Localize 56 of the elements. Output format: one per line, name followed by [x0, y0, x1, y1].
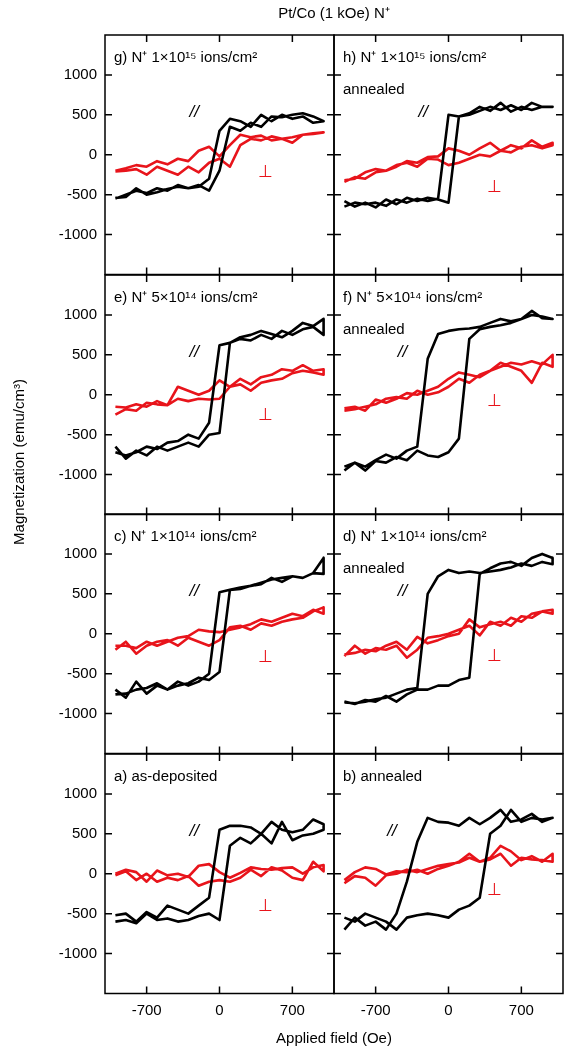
- y-tick-label: 1000: [63, 304, 97, 322]
- y-tick-label: 0: [88, 144, 97, 162]
- annotation: annealed: [343, 319, 405, 337]
- series-label: //: [188, 341, 202, 361]
- y-tick-label: 0: [88, 623, 97, 641]
- series-label: //: [417, 101, 431, 121]
- annotation: h) N⁺ 1×10¹⁵ ions/cm²: [343, 48, 487, 66]
- series-label: ⊥: [486, 390, 502, 410]
- annotation: a) as-deposited: [114, 766, 218, 784]
- series-label: ⊥: [257, 647, 273, 667]
- series-label: //: [188, 101, 202, 121]
- series-label: ⊥: [486, 646, 502, 666]
- annotation: annealed: [343, 559, 405, 577]
- annotation: annealed: [343, 80, 405, 98]
- x-tick-label: -700: [131, 1000, 162, 1018]
- annotation: f) N⁺ 5×10¹⁴ ions/cm²: [343, 287, 483, 305]
- y-tick-label: 500: [71, 344, 97, 362]
- y-tick-label: -500: [67, 663, 97, 681]
- y-tick-label: -1000: [58, 224, 97, 242]
- annotation: e) N⁺ 5×10¹⁴ ions/cm²: [114, 287, 258, 305]
- y-tick-label: -1000: [58, 464, 97, 482]
- x-tick-label: -700: [360, 1000, 391, 1018]
- series-label: ⊥: [486, 879, 502, 899]
- series-label: //: [396, 341, 410, 361]
- series-label: //: [386, 820, 400, 840]
- y-tick-label: -500: [67, 424, 97, 442]
- x-tick-label: 700: [508, 1000, 534, 1018]
- y-tick-label: 0: [88, 863, 97, 881]
- series-label: ⊥: [257, 895, 273, 915]
- annotation: c) N⁺ 1×10¹⁴ ions/cm²: [114, 527, 257, 545]
- y-tick-label: 0: [88, 384, 97, 402]
- annotation: b) annealed: [343, 766, 423, 784]
- y-tick-label: -1000: [58, 943, 97, 961]
- annotation: d) N⁺ 1×10¹⁴ ions/cm²: [343, 527, 487, 545]
- series-label: //: [188, 820, 202, 840]
- y-tick-label: 500: [71, 104, 97, 122]
- y-tick-label: 500: [71, 823, 97, 841]
- chart-title: Pt/Co (1 kOe) N⁺: [277, 3, 391, 22]
- x-tick-label: 0: [215, 1000, 224, 1018]
- y-tick-label: 500: [71, 583, 97, 601]
- y-tick-label: -500: [67, 903, 97, 921]
- series-label: ⊥: [257, 161, 273, 181]
- y-tick-label: -500: [67, 184, 97, 202]
- series-label: ⊥: [486, 177, 502, 197]
- series-label: //: [396, 580, 410, 600]
- y-tick-label: 1000: [63, 65, 97, 83]
- x-axis-title: Applied field (Oe): [275, 1029, 393, 1046]
- x-tick-label: 700: [279, 1000, 305, 1018]
- y-axis-title: Magnetization (emu/cm³): [10, 378, 28, 547]
- series-label: //: [188, 580, 202, 600]
- y-tick-label: 1000: [63, 783, 97, 801]
- x-tick-label: 0: [444, 1000, 453, 1018]
- y-tick-label: 1000: [63, 544, 97, 562]
- annotation: g) N⁺ 1×10¹⁵ ions/cm²: [114, 48, 258, 66]
- y-tick-label: -1000: [58, 703, 97, 721]
- series-label: ⊥: [257, 404, 273, 424]
